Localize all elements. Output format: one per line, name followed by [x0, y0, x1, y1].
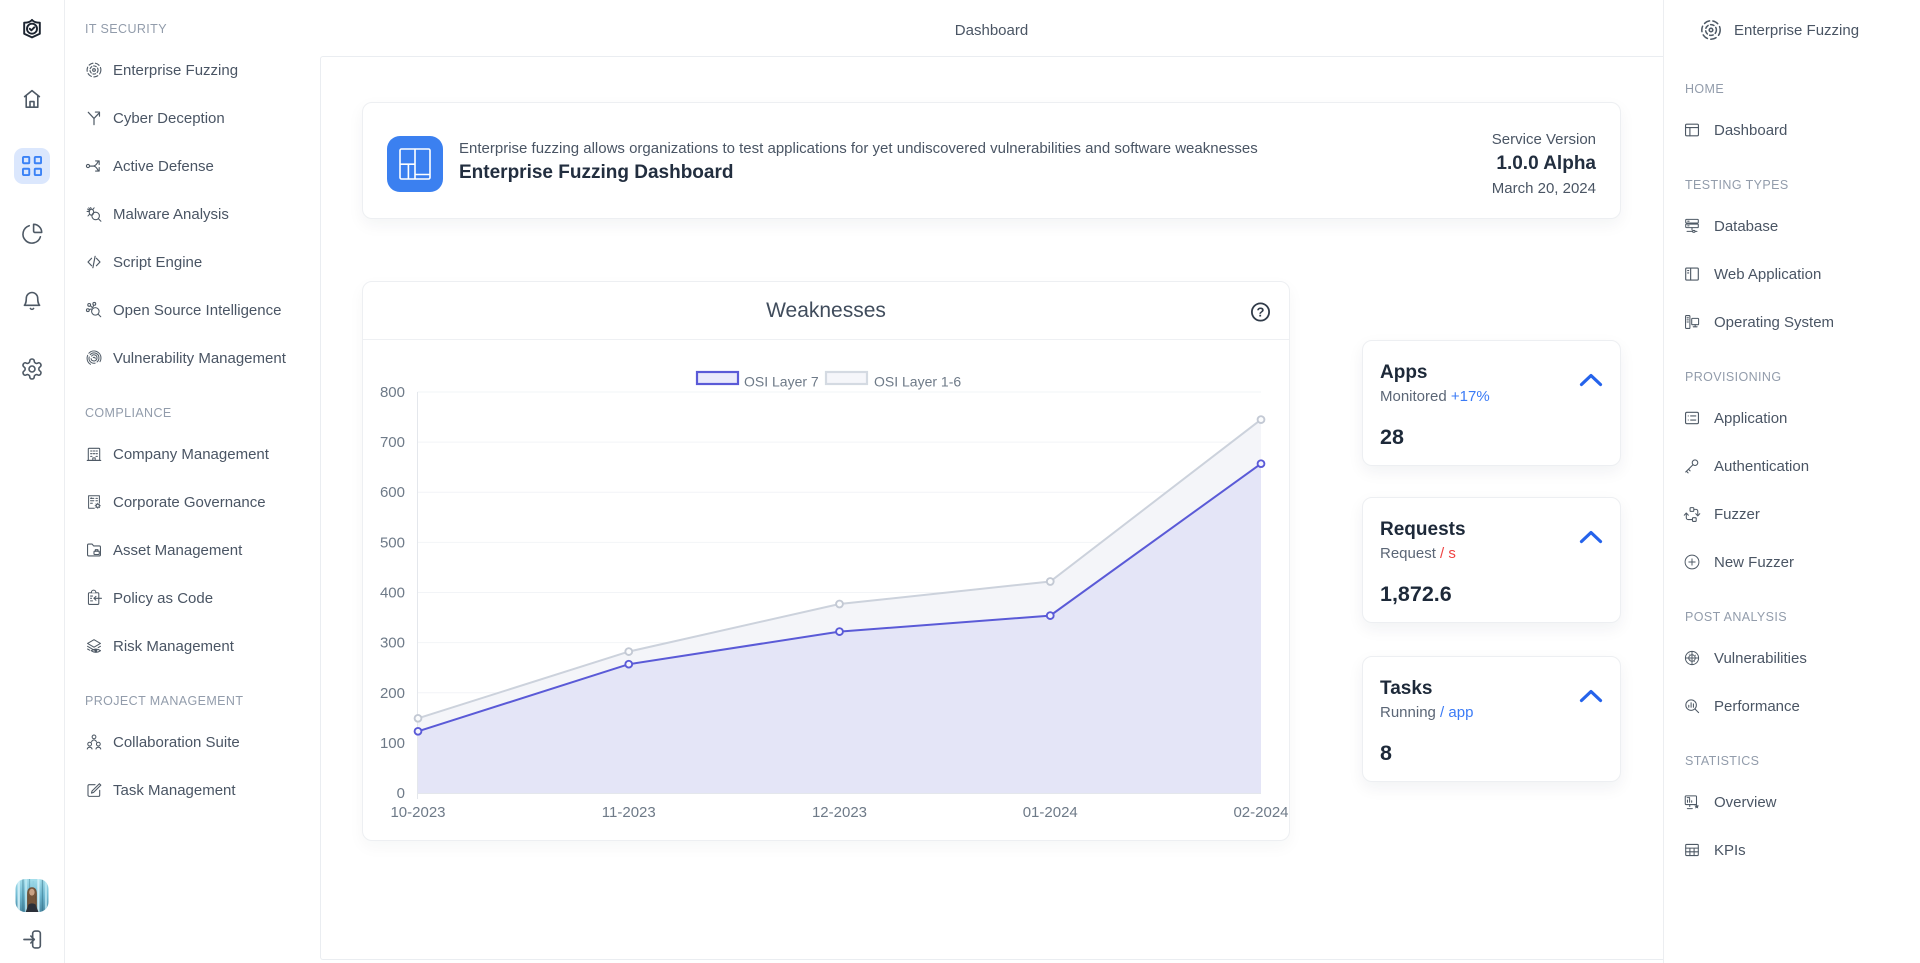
svg-text:12-2023: 12-2023 [812, 804, 867, 821]
svg-text:200: 200 [380, 685, 405, 702]
svg-text:400: 400 [380, 585, 405, 602]
svg-text:11-2023: 11-2023 [602, 804, 656, 821]
svg-text:OSI Layer 7: OSI Layer 7 [744, 374, 819, 390]
svg-text:700: 700 [380, 434, 405, 451]
svg-text:OSI Layer 1-6: OSI Layer 1-6 [874, 374, 961, 390]
svg-text:02-2024: 02-2024 [1233, 804, 1288, 821]
svg-text:600: 600 [380, 484, 405, 501]
svg-text:01-2024: 01-2024 [1023, 804, 1078, 821]
svg-text:?: ? [1257, 305, 1265, 320]
svg-text:0: 0 [397, 785, 405, 802]
svg-text:10-2023: 10-2023 [390, 804, 445, 821]
svg-text:300: 300 [380, 635, 405, 652]
svg-text:800: 800 [380, 384, 405, 401]
svg-text:500: 500 [380, 534, 405, 551]
svg-text:100: 100 [380, 735, 405, 752]
